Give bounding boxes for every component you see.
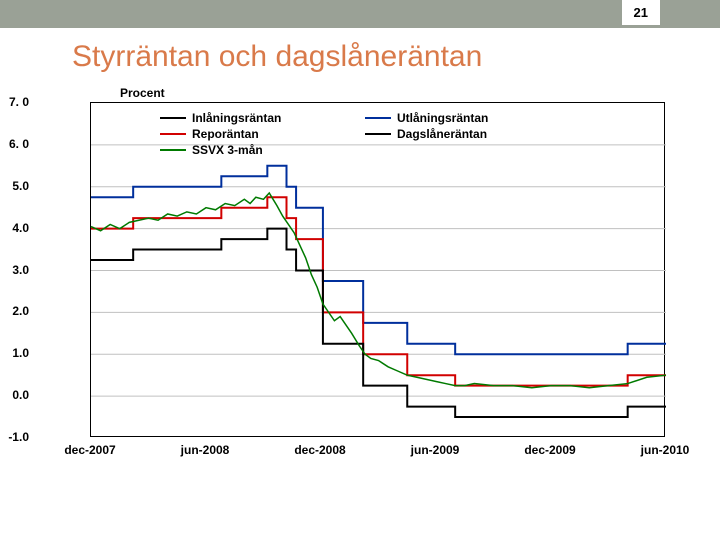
- y-axis-unit: Procent: [120, 86, 165, 100]
- legend-item: Dagslåneräntan: [365, 126, 488, 142]
- legend-item: Inlåningsräntan: [160, 110, 281, 126]
- legend-label: Utlåningsräntan: [397, 111, 488, 125]
- legend-item: Utlåningsräntan: [365, 110, 488, 126]
- page-title: Styrräntan och dagslåneräntan: [0, 28, 720, 84]
- series-line: [91, 193, 666, 388]
- y-tick-label: 2.0: [12, 304, 35, 318]
- page-number: 21: [622, 0, 660, 25]
- x-tick-label: dec-2009: [524, 437, 575, 457]
- x-tick-label: jun-2010: [641, 437, 690, 457]
- y-tick-label: 0.0: [12, 388, 35, 402]
- y-tick-label: 4.0: [12, 221, 35, 235]
- legend-swatch: [160, 149, 186, 151]
- series-line: [91, 166, 666, 354]
- legend-label: Inlåningsräntan: [192, 111, 281, 125]
- x-tick-label: jun-2009: [411, 437, 460, 457]
- x-tick-label: dec-2007: [64, 437, 115, 457]
- y-tick-label: 3.0: [12, 263, 35, 277]
- y-tick-label: 5.0: [12, 179, 35, 193]
- legend-swatch: [365, 117, 391, 119]
- legend-label: SSVX 3-mån: [192, 143, 263, 157]
- legend-swatch: [160, 117, 186, 119]
- series-line: [91, 197, 666, 385]
- legend-item: Reporäntan: [160, 126, 281, 142]
- chart: Procent Inlåningsräntan Reporäntan SSVX 3-…: [35, 84, 665, 484]
- legend-swatch: [160, 133, 186, 135]
- legend-label: Dagslåneräntan: [397, 127, 487, 141]
- legend-swatch: [365, 133, 391, 135]
- x-tick-label: dec-2008: [294, 437, 345, 457]
- legend-label: Reporäntan: [192, 127, 259, 141]
- y-tick-label: 6. 0: [9, 137, 35, 151]
- header-bar: 21: [0, 0, 720, 28]
- legend-item: SSVX 3-mån: [160, 142, 281, 158]
- y-tick-label: -1.0: [8, 430, 35, 444]
- y-tick-label: 7. 0: [9, 95, 35, 109]
- x-tick-label: jun-2008: [181, 437, 230, 457]
- y-tick-label: 1.0: [12, 346, 35, 360]
